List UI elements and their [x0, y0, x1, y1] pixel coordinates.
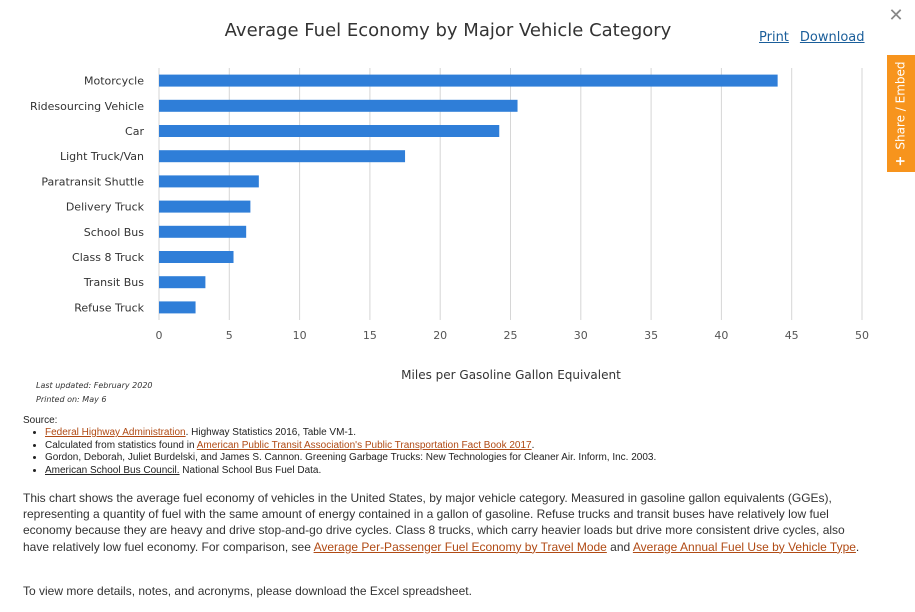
x-tick-labels: 0 5 10 15 20 25 30 35 40 45 50: [156, 329, 870, 342]
download-note: To view more details, notes, and acronym…: [23, 584, 472, 598]
x-tick-label: 45: [785, 329, 799, 342]
category-labels: Motorcycle Ridesourcing Vehicle Car Light T…: [30, 75, 145, 315]
x-axis-label: Miles per Gasoline Gallon Equivalent: [401, 368, 621, 382]
source-list: Federal Highway Administration. Highway …: [23, 427, 883, 477]
bar[interactable]: [159, 276, 206, 289]
source-text: National School Bus Fuel Data.: [179, 464, 322, 476]
x-tick-label: 15: [363, 329, 377, 342]
share-embed-label: Share / Embed: [893, 60, 908, 150]
category-label: Transit Bus: [83, 276, 144, 289]
source-text: Gordon, Deborah, Juliet Burdelski, and J…: [45, 452, 657, 463]
category-label: Light Truck/Van: [60, 150, 144, 163]
x-tick-label: 40: [714, 329, 728, 342]
bar[interactable]: [159, 125, 500, 137]
printed-on: Printed on: May 6: [36, 395, 107, 404]
x-tick-label: 20: [433, 329, 447, 342]
source-link-fhwa[interactable]: Federal Highway Administration: [45, 427, 186, 438]
x-tick-label: 0: [156, 329, 163, 342]
description-mid: and: [606, 539, 633, 554]
bar[interactable]: [159, 225, 247, 238]
bars: [159, 74, 778, 314]
source-text: Calculated from statistics found in: [45, 439, 197, 451]
category-label: Motorcycle: [84, 75, 144, 88]
description-end: .: [855, 539, 860, 554]
source-item: American School Bus Council. National Sc…: [45, 465, 883, 478]
source-link-asbc[interactable]: American School Bus Council.: [45, 464, 180, 476]
print-link[interactable]: Print: [759, 30, 789, 45]
bar[interactable]: [159, 150, 406, 163]
x-tick-label: 50: [855, 329, 869, 342]
source-link-apta[interactable]: American Public Transit Association's Pu…: [196, 439, 532, 451]
plus-icon: +: [893, 155, 909, 167]
category-label: Refuse Truck: [74, 301, 144, 314]
bar[interactable]: [159, 99, 518, 112]
bar[interactable]: [159, 251, 234, 263]
category-label: Paratransit Shuttle: [41, 175, 144, 188]
bar[interactable]: [159, 301, 196, 314]
bar[interactable]: [159, 175, 259, 188]
bar[interactable]: [159, 200, 251, 213]
x-tick-label: 35: [644, 329, 658, 342]
chart-description: This chart shows the average fuel econom…: [23, 490, 863, 555]
source-item: Federal Highway Administration. Highway …: [45, 427, 883, 440]
category-label: Ridesourcing Vehicle: [30, 100, 144, 113]
chart-links: Print Download: [759, 30, 865, 45]
share-embed-tab[interactable]: + Share / Embed: [887, 55, 915, 172]
source-item: Gordon, Deborah, Juliet Burdelski, and J…: [45, 452, 883, 465]
source-heading: Source:: [23, 415, 58, 426]
close-icon[interactable]: ✕: [888, 5, 904, 26]
category-label: Car: [125, 125, 144, 138]
download-link[interactable]: Download: [799, 30, 865, 45]
link-per-passenger-fuel-economy[interactable]: Average Per-Passenger Fuel Economy by Tr…: [313, 539, 607, 554]
last-updated: Last updated: February 2020: [36, 381, 153, 390]
source-section: Source: Federal Highway Administration. …: [23, 415, 883, 477]
source-item: Calculated from statistics found in Amer…: [45, 440, 883, 453]
x-tick-label: 5: [226, 329, 233, 342]
category-label: Class 8 Truck: [72, 251, 145, 264]
bar-chart: Motorcycle Ridesourcing Vehicle Car Light T…: [30, 68, 870, 382]
source-text: . Highway Statistics 2016, Table VM-1.: [185, 427, 357, 438]
chart-title: Average Fuel Economy by Major Vehicle Ca…: [224, 20, 672, 41]
source-text: .: [531, 439, 535, 451]
x-tick-label: 30: [574, 329, 588, 342]
x-tick-label: 10: [293, 329, 307, 342]
bar[interactable]: [159, 74, 778, 87]
link-annual-fuel-use[interactable]: Average Annual Fuel Use by Vehicle Type: [632, 539, 856, 554]
description-text: This chart shows the average fuel econom…: [23, 491, 845, 554]
category-label: Delivery Truck: [66, 201, 145, 214]
x-tick-label: 25: [504, 329, 518, 342]
category-label: School Bus: [84, 226, 145, 239]
